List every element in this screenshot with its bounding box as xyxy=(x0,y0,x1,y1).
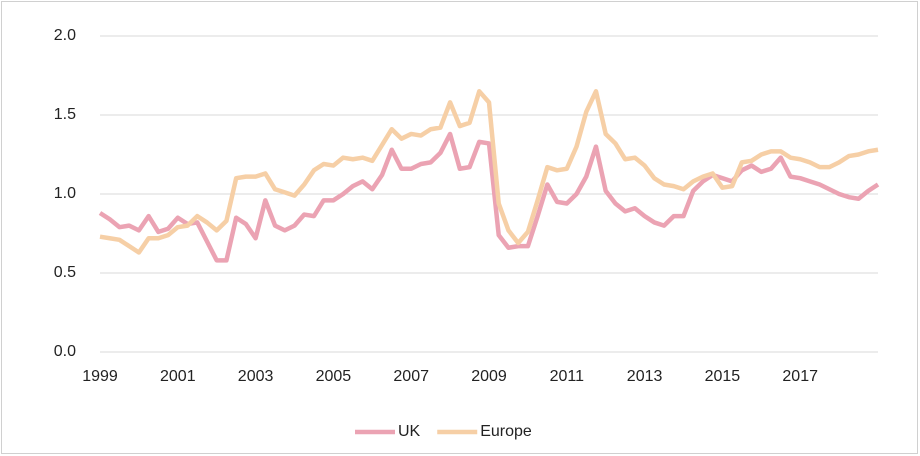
x-tick-label: 2015 xyxy=(705,368,741,385)
y-tick-label: 0.0 xyxy=(54,343,76,360)
x-tick-label: 2005 xyxy=(316,368,352,385)
y-tick-label: 1.5 xyxy=(54,106,76,123)
x-tick-label: 2003 xyxy=(238,368,274,385)
x-tick-label: 2001 xyxy=(160,368,196,385)
x-tick-label: 1999 xyxy=(82,368,118,385)
y-tick-label: 1.0 xyxy=(54,185,76,202)
line-series xyxy=(98,131,880,263)
x-tick-label: 2009 xyxy=(471,368,507,385)
x-tick-label: 2007 xyxy=(393,368,429,385)
legend-label: UK xyxy=(398,423,421,440)
legend-label: Europe xyxy=(480,423,532,440)
line-series xyxy=(99,89,879,255)
y-tick-label: 2.0 xyxy=(54,27,76,44)
y-tick-label: 0.5 xyxy=(54,264,76,281)
x-tick-label: 2017 xyxy=(782,368,818,385)
x-tick-label: 2013 xyxy=(627,368,663,385)
x-tick-label: 2011 xyxy=(550,368,585,385)
